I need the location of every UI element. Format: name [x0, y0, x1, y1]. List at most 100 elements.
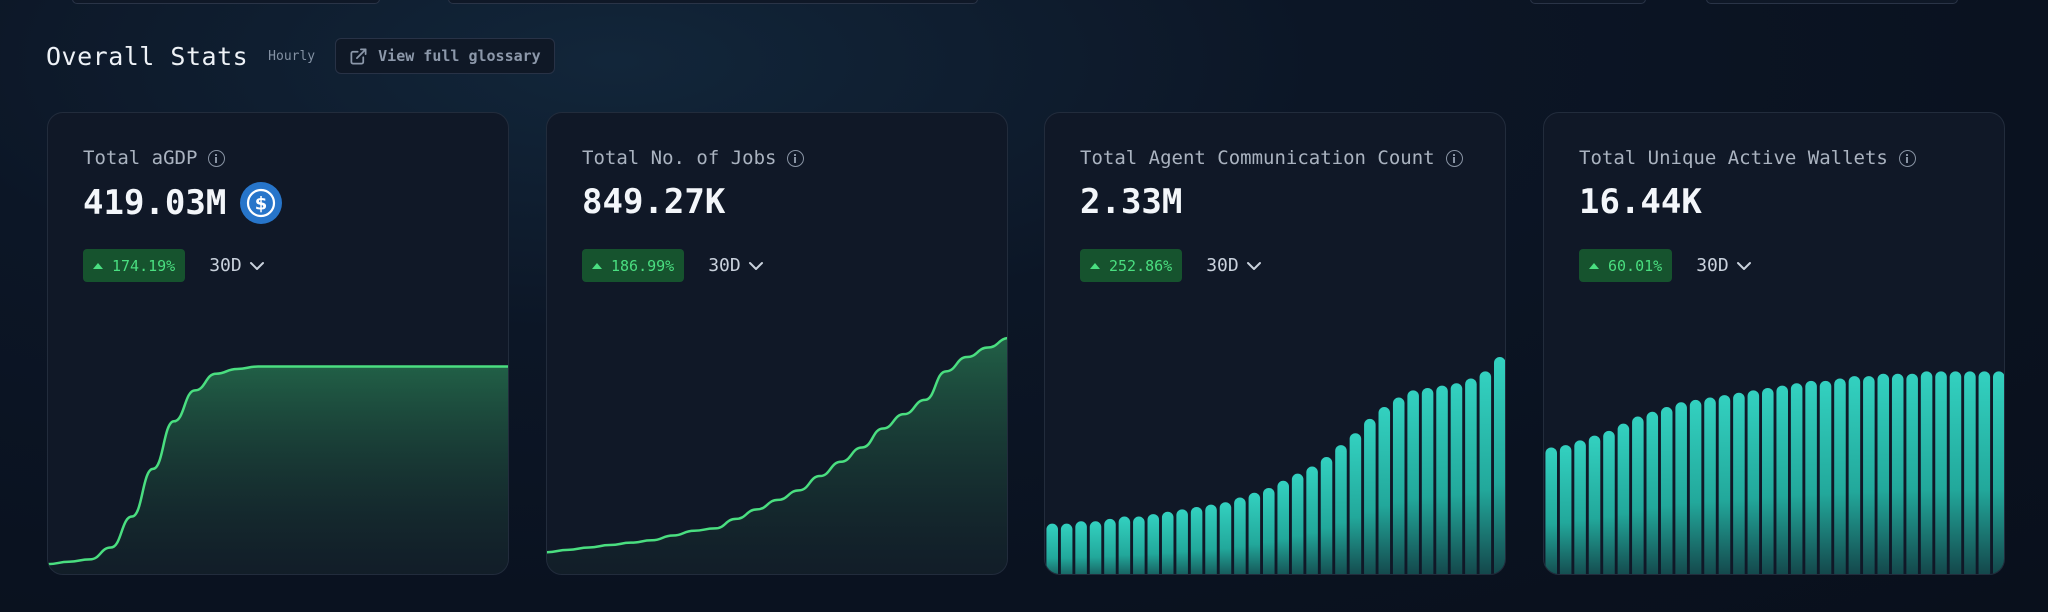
chart-bar: [1863, 376, 1875, 574]
stat-label-text: Total Unique Active Wallets: [1579, 147, 1888, 169]
chart-bar: [1819, 380, 1832, 574]
chart-bar: [1978, 371, 1991, 574]
chart-bar: [1060, 523, 1073, 574]
chart-bar: [1248, 492, 1261, 574]
chart-bar: [1494, 357, 1505, 574]
stat-card-value: 16.44K: [1579, 182, 1702, 222]
period-dropdown[interactable]: 30D: [1206, 255, 1262, 276]
chart-bar: [1450, 383, 1463, 574]
chart-series-line: [547, 336, 1007, 554]
frequency-label: Hourly: [268, 48, 316, 64]
stat-card-value: 849.27K: [582, 182, 725, 222]
stat-card-label: Total Unique Active Wallets: [1579, 147, 1916, 169]
stat-card-total-jobs: Total No. of Jobs 849.27K 186.99% 30D: [546, 112, 1008, 575]
up-arrow-icon: [1090, 262, 1100, 269]
info-icon[interactable]: [1898, 149, 1916, 167]
chart-bar: [1147, 514, 1160, 574]
top-panel-edge: [448, 0, 978, 4]
chart-bar: [1161, 511, 1174, 574]
chart-bar: [1675, 402, 1687, 574]
chart-bar: [1364, 418, 1376, 574]
chart-bar: [1277, 480, 1289, 574]
info-icon[interactable]: [1445, 149, 1463, 167]
chart-bar: [1632, 416, 1644, 574]
jobs-area-chart: [547, 336, 1007, 574]
chart-bar: [1906, 373, 1918, 574]
chart-bar: [1790, 383, 1803, 574]
stat-change-row: 186.99% 30D: [582, 249, 764, 282]
stat-label-text: Total No. of Jobs: [582, 147, 777, 169]
chart-bar: [1205, 504, 1217, 574]
chart-bar: [1733, 392, 1745, 574]
chart-area-fill: [547, 338, 1007, 574]
change-badge: 186.99%: [582, 249, 685, 282]
up-arrow-icon: [1589, 262, 1599, 269]
chart-bar: [1935, 371, 1947, 574]
chart-bar: [1306, 466, 1318, 574]
chart-bar: [1392, 397, 1405, 574]
top-panel-edge: [1706, 0, 1958, 4]
chart-bar: [1964, 371, 1976, 574]
up-arrow-icon: [93, 262, 103, 269]
chart-bar: [1574, 440, 1586, 574]
stat-card-value: 419.03M $: [83, 182, 283, 224]
chart-bar: [1545, 447, 1557, 574]
chart-bar: [1877, 373, 1890, 574]
chart-bar: [1993, 371, 2004, 574]
info-icon[interactable]: [208, 149, 226, 167]
chart-bar: [1349, 433, 1362, 574]
stat-card-label: Total No. of Jobs: [582, 147, 805, 169]
stat-card-label: Total aGDP: [83, 147, 226, 169]
chart-bar: [1407, 390, 1419, 574]
chart-bar: [1891, 373, 1904, 574]
stat-value-text: 16.44K: [1579, 182, 1702, 222]
chart-bar: [1465, 378, 1477, 574]
chart-bar: [1805, 380, 1817, 574]
section-title: Overall Stats: [46, 41, 249, 71]
change-badge: 60.01%: [1579, 249, 1673, 282]
chart-bar: [1176, 509, 1188, 574]
chart-bar: [1133, 516, 1145, 574]
up-arrow-icon: [592, 262, 602, 269]
chart-area-fill: [48, 366, 508, 574]
stat-value-text: 2.33M: [1080, 182, 1183, 222]
chart-series-line: [48, 365, 508, 566]
communication-bar-chart: [1046, 357, 1505, 574]
view-glossary-label: View full glossary: [378, 47, 541, 65]
chart-bar: [1559, 445, 1572, 574]
period-dropdown[interactable]: 30D: [1696, 255, 1752, 276]
chart-bar: [1219, 502, 1232, 574]
chevron-down-icon: [249, 261, 264, 270]
external-link-icon: [350, 48, 367, 64]
chart-bar: [1718, 395, 1731, 574]
info-icon[interactable]: [787, 149, 805, 167]
chart-bar: [1320, 457, 1333, 574]
chart-bar: [1776, 385, 1788, 574]
stat-change-row: 60.01% 30D: [1579, 249, 1752, 282]
agdp-area-chart: [48, 365, 508, 574]
chart-bar: [1617, 423, 1630, 574]
chart-bar: [1378, 407, 1391, 574]
stat-card-agent-communication: Total Agent Communication Count 2.33M 25…: [1044, 112, 1506, 575]
stat-change-row: 252.86% 30D: [1080, 249, 1262, 282]
stat-change-row: 174.19% 30D: [83, 249, 265, 282]
chevron-down-icon: [748, 261, 763, 270]
change-badge: 252.86%: [1080, 249, 1183, 282]
chart-bar: [1762, 387, 1774, 574]
chart-bar: [1291, 473, 1304, 574]
period-dropdown[interactable]: 30D: [209, 255, 265, 276]
chart-bar: [1588, 435, 1601, 574]
chart-bar: [1603, 430, 1615, 574]
view-glossary-button[interactable]: View full glossary: [335, 38, 555, 74]
period-dropdown[interactable]: 30D: [708, 255, 764, 276]
chart-bar: [1479, 371, 1492, 574]
chart-bar: [1436, 385, 1448, 574]
stat-card-active-wallets: Total Unique Active Wallets 16.44K 60.01…: [1543, 112, 2005, 575]
stat-card-total-agdp: Total aGDP 419.03M $ 174.19% 30D: [47, 112, 509, 575]
chevron-down-icon: [1736, 261, 1751, 270]
chart-bar: [1660, 407, 1673, 574]
chart-bar: [1234, 497, 1246, 574]
chart-bar: [1848, 376, 1861, 574]
chevron-down-icon: [1246, 261, 1261, 270]
chart-bar: [1335, 445, 1347, 574]
